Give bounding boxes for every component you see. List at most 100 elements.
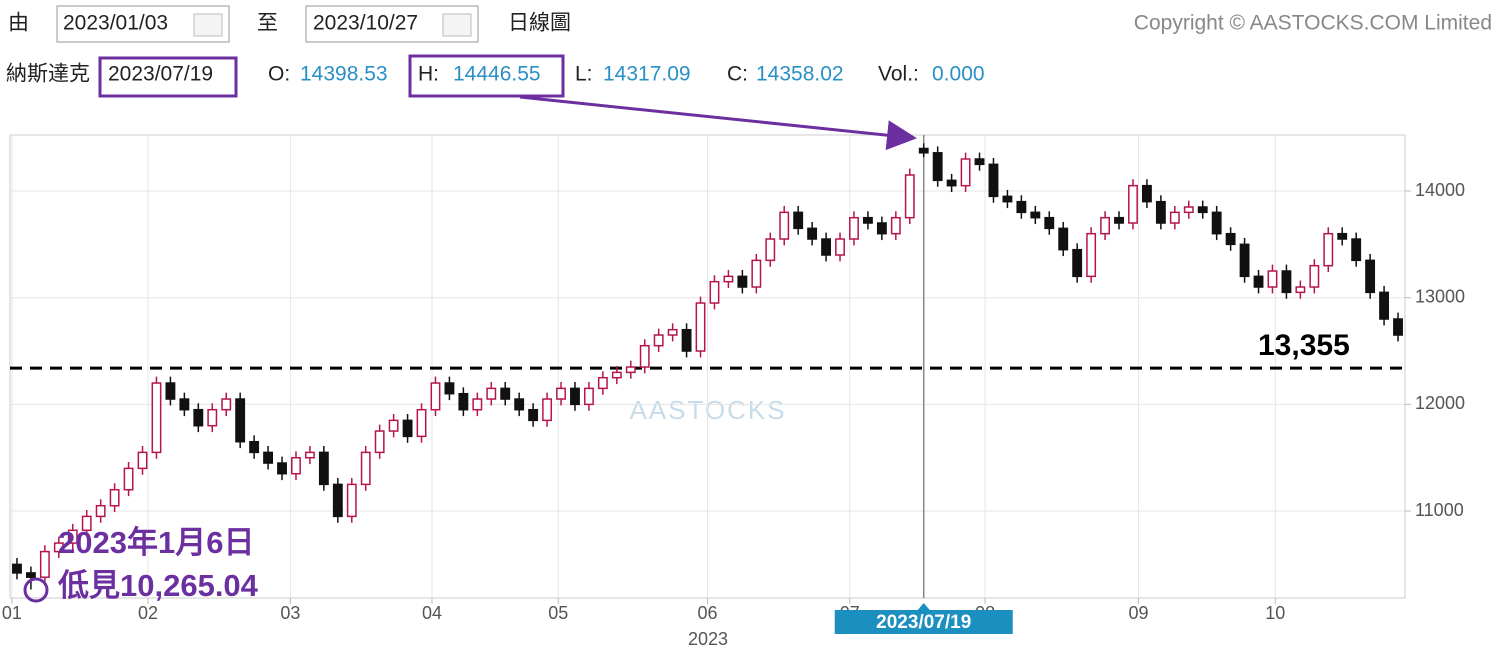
x-tick-label: 01: [2, 603, 22, 623]
candle-body: [263, 451, 274, 464]
candle-body: [611, 371, 622, 379]
x-tick-label: 05: [548, 603, 568, 623]
candle-body: [625, 366, 636, 374]
candle-body: [1309, 264, 1320, 288]
candle-body: [1393, 318, 1403, 336]
chart-kind[interactable]: 日線圖: [508, 12, 571, 35]
candle-body: [1323, 232, 1334, 267]
close-value: 14358.02: [756, 63, 844, 86]
y-tick-label: 14000: [1415, 180, 1465, 200]
candle-body: [695, 302, 706, 352]
candle-body: [1114, 216, 1124, 224]
candle-body: [1002, 195, 1013, 203]
low-label: L:: [575, 63, 593, 86]
candle-body: [472, 398, 483, 411]
crosshair-pointer: [917, 603, 930, 610]
candle-body: [402, 419, 413, 438]
calendar-icon[interactable]: [193, 13, 223, 37]
candle-body: [1365, 259, 1376, 294]
to-date: 2023/10/27: [313, 12, 418, 35]
candle-body: [1086, 232, 1097, 278]
candle-body: [388, 419, 399, 432]
to-label: 至: [257, 12, 278, 35]
calendar-icon[interactable]: [442, 13, 472, 37]
candle-body: [667, 328, 678, 336]
candle-body: [1379, 291, 1390, 320]
close-label: C:: [727, 63, 748, 86]
candle-body: [1211, 211, 1222, 235]
high-value: 14446.55: [453, 63, 541, 86]
candle-body: [793, 211, 804, 230]
candle-body: [346, 483, 357, 518]
candle-body: [779, 211, 790, 240]
candle-body: [1225, 232, 1236, 246]
candle-body: [876, 222, 887, 235]
quote-date: 2023/07/19: [108, 63, 213, 86]
candle-body: [151, 382, 162, 454]
candle-body: [1016, 200, 1027, 214]
candle-body: [53, 542, 64, 553]
candle-body: [25, 572, 36, 578]
candle-body: [179, 398, 190, 411]
annotation: 2023年1月6日: [58, 525, 254, 560]
candle-body: [486, 387, 497, 400]
open-label: O:: [268, 63, 290, 86]
candle-body: [556, 387, 566, 400]
y-tick-label: 13000: [1415, 286, 1465, 306]
candle-body: [904, 174, 915, 219]
candle-body: [862, 216, 873, 224]
candle-body: [1128, 184, 1138, 224]
candle-body: [500, 387, 511, 400]
candle-body: [1295, 286, 1306, 294]
candle-body: [430, 382, 441, 411]
vol-value: 0.000: [932, 63, 985, 86]
candle-body: [332, 483, 343, 518]
candle-body: [681, 328, 692, 352]
candle-body: [821, 238, 832, 256]
candle-body: [1253, 275, 1264, 288]
candle-body: [1044, 216, 1055, 230]
candle-body: [1155, 200, 1166, 224]
candle-body: [709, 280, 720, 304]
from-date: 2023/01/03: [63, 12, 168, 35]
candle-body: [570, 387, 580, 406]
candle-body: [277, 462, 287, 475]
candle-body: [1281, 270, 1292, 294]
candle-body: [988, 163, 999, 198]
candle-body: [946, 179, 957, 187]
vol-label: Vol.:: [878, 63, 919, 86]
candle-body: [765, 238, 776, 262]
candle-body: [1337, 232, 1348, 240]
candle-body: [653, 334, 664, 347]
candle-body: [81, 515, 92, 532]
candle-body: [235, 398, 246, 443]
x-tick-label: 04: [422, 603, 442, 623]
candle-body: [221, 398, 232, 411]
candle-body: [137, 451, 148, 470]
candle-body: [1072, 248, 1083, 278]
low-marker: [23, 577, 49, 603]
candle-body: [291, 456, 301, 475]
candle-body: [1169, 211, 1180, 224]
candle-body: [67, 529, 78, 544]
candle-body: [249, 440, 260, 454]
candle-body: [542, 398, 553, 422]
candle-body: [960, 158, 971, 187]
x-tick-label: 02: [138, 603, 158, 623]
candle-body: [639, 344, 650, 368]
candle-body: [318, 451, 329, 486]
candle-body: [528, 408, 539, 422]
crosshair-date: 2023/07/19: [876, 612, 971, 633]
candle-body: [193, 408, 204, 427]
candle-body: [1100, 216, 1111, 235]
candle-body: [374, 430, 385, 454]
candle-body: [1267, 270, 1278, 288]
candle-body: [1351, 238, 1362, 262]
candle-body: [304, 451, 315, 459]
y-tick-label: 12000: [1415, 393, 1465, 413]
candle-body: [416, 408, 427, 438]
candle-body: [835, 238, 845, 256]
candle-body: [360, 451, 371, 486]
candle-body: [514, 398, 525, 411]
callout-arrow: [519, 95, 917, 151]
